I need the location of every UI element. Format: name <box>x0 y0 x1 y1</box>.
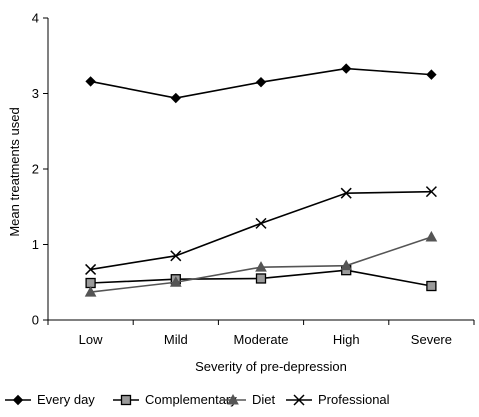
legend-marker <box>293 394 305 406</box>
legend-item: Diet <box>220 392 276 407</box>
series-line <box>90 190 432 271</box>
y-tick-label: 3 <box>32 86 39 101</box>
data-point <box>84 286 97 297</box>
data-point <box>426 69 437 80</box>
legend-label: Professional <box>318 392 390 407</box>
series-professional <box>85 186 437 275</box>
data-point <box>170 250 182 262</box>
series-group <box>84 63 438 297</box>
data-point <box>340 63 352 74</box>
x-axis-label: Severity of pre-depression <box>195 359 347 374</box>
data-point <box>85 76 96 87</box>
axes <box>43 17 475 325</box>
y-tick-label: 0 <box>32 313 39 328</box>
x-marker-stroke <box>425 186 437 198</box>
data-point <box>340 259 353 271</box>
x-marker-stroke <box>255 217 267 229</box>
data-point <box>170 92 182 104</box>
legend-item: Every day <box>5 392 95 407</box>
legend: Every day Complementary Diet Professional <box>5 392 390 407</box>
legend-marker <box>120 394 132 406</box>
y-tick-label: 4 <box>32 11 39 26</box>
legend-item: Complementary <box>113 392 237 407</box>
data-point <box>255 273 267 284</box>
x-marker-stroke <box>170 250 182 262</box>
data-point <box>255 217 267 229</box>
data-point <box>425 230 438 242</box>
y-tick-label: 2 <box>32 162 39 177</box>
legend-label: Every day <box>37 392 95 407</box>
tick-labels: 0 1 2 3 4 Low Mild Moderate High Severe <box>32 11 452 348</box>
legend-label: Complementary <box>145 392 237 407</box>
legend-marker <box>227 393 239 405</box>
x-tick-label: High <box>333 332 360 347</box>
legend-item: Professional <box>286 392 390 407</box>
x-marker-stroke <box>85 263 97 275</box>
data-point <box>255 76 267 88</box>
x-tick-label: Severe <box>411 332 452 347</box>
x-marker-stroke <box>340 187 352 199</box>
x-marker-stroke <box>293 394 305 406</box>
series-every-day <box>85 63 437 104</box>
data-point <box>425 186 437 198</box>
x-tick-label: Moderate <box>234 332 289 347</box>
data-point <box>169 276 182 287</box>
legend-marker <box>12 394 24 406</box>
x-tick-label: Mild <box>164 332 188 347</box>
x-tick-label: Low <box>79 332 103 347</box>
data-point <box>340 187 352 199</box>
y-tick-label: 1 <box>32 237 39 252</box>
series-diet <box>84 230 438 297</box>
data-point <box>85 263 97 275</box>
data-point <box>255 261 267 272</box>
legend-label: Diet <box>252 392 276 407</box>
data-point <box>426 280 437 292</box>
y-axis-label: Mean treatments used <box>7 107 22 236</box>
